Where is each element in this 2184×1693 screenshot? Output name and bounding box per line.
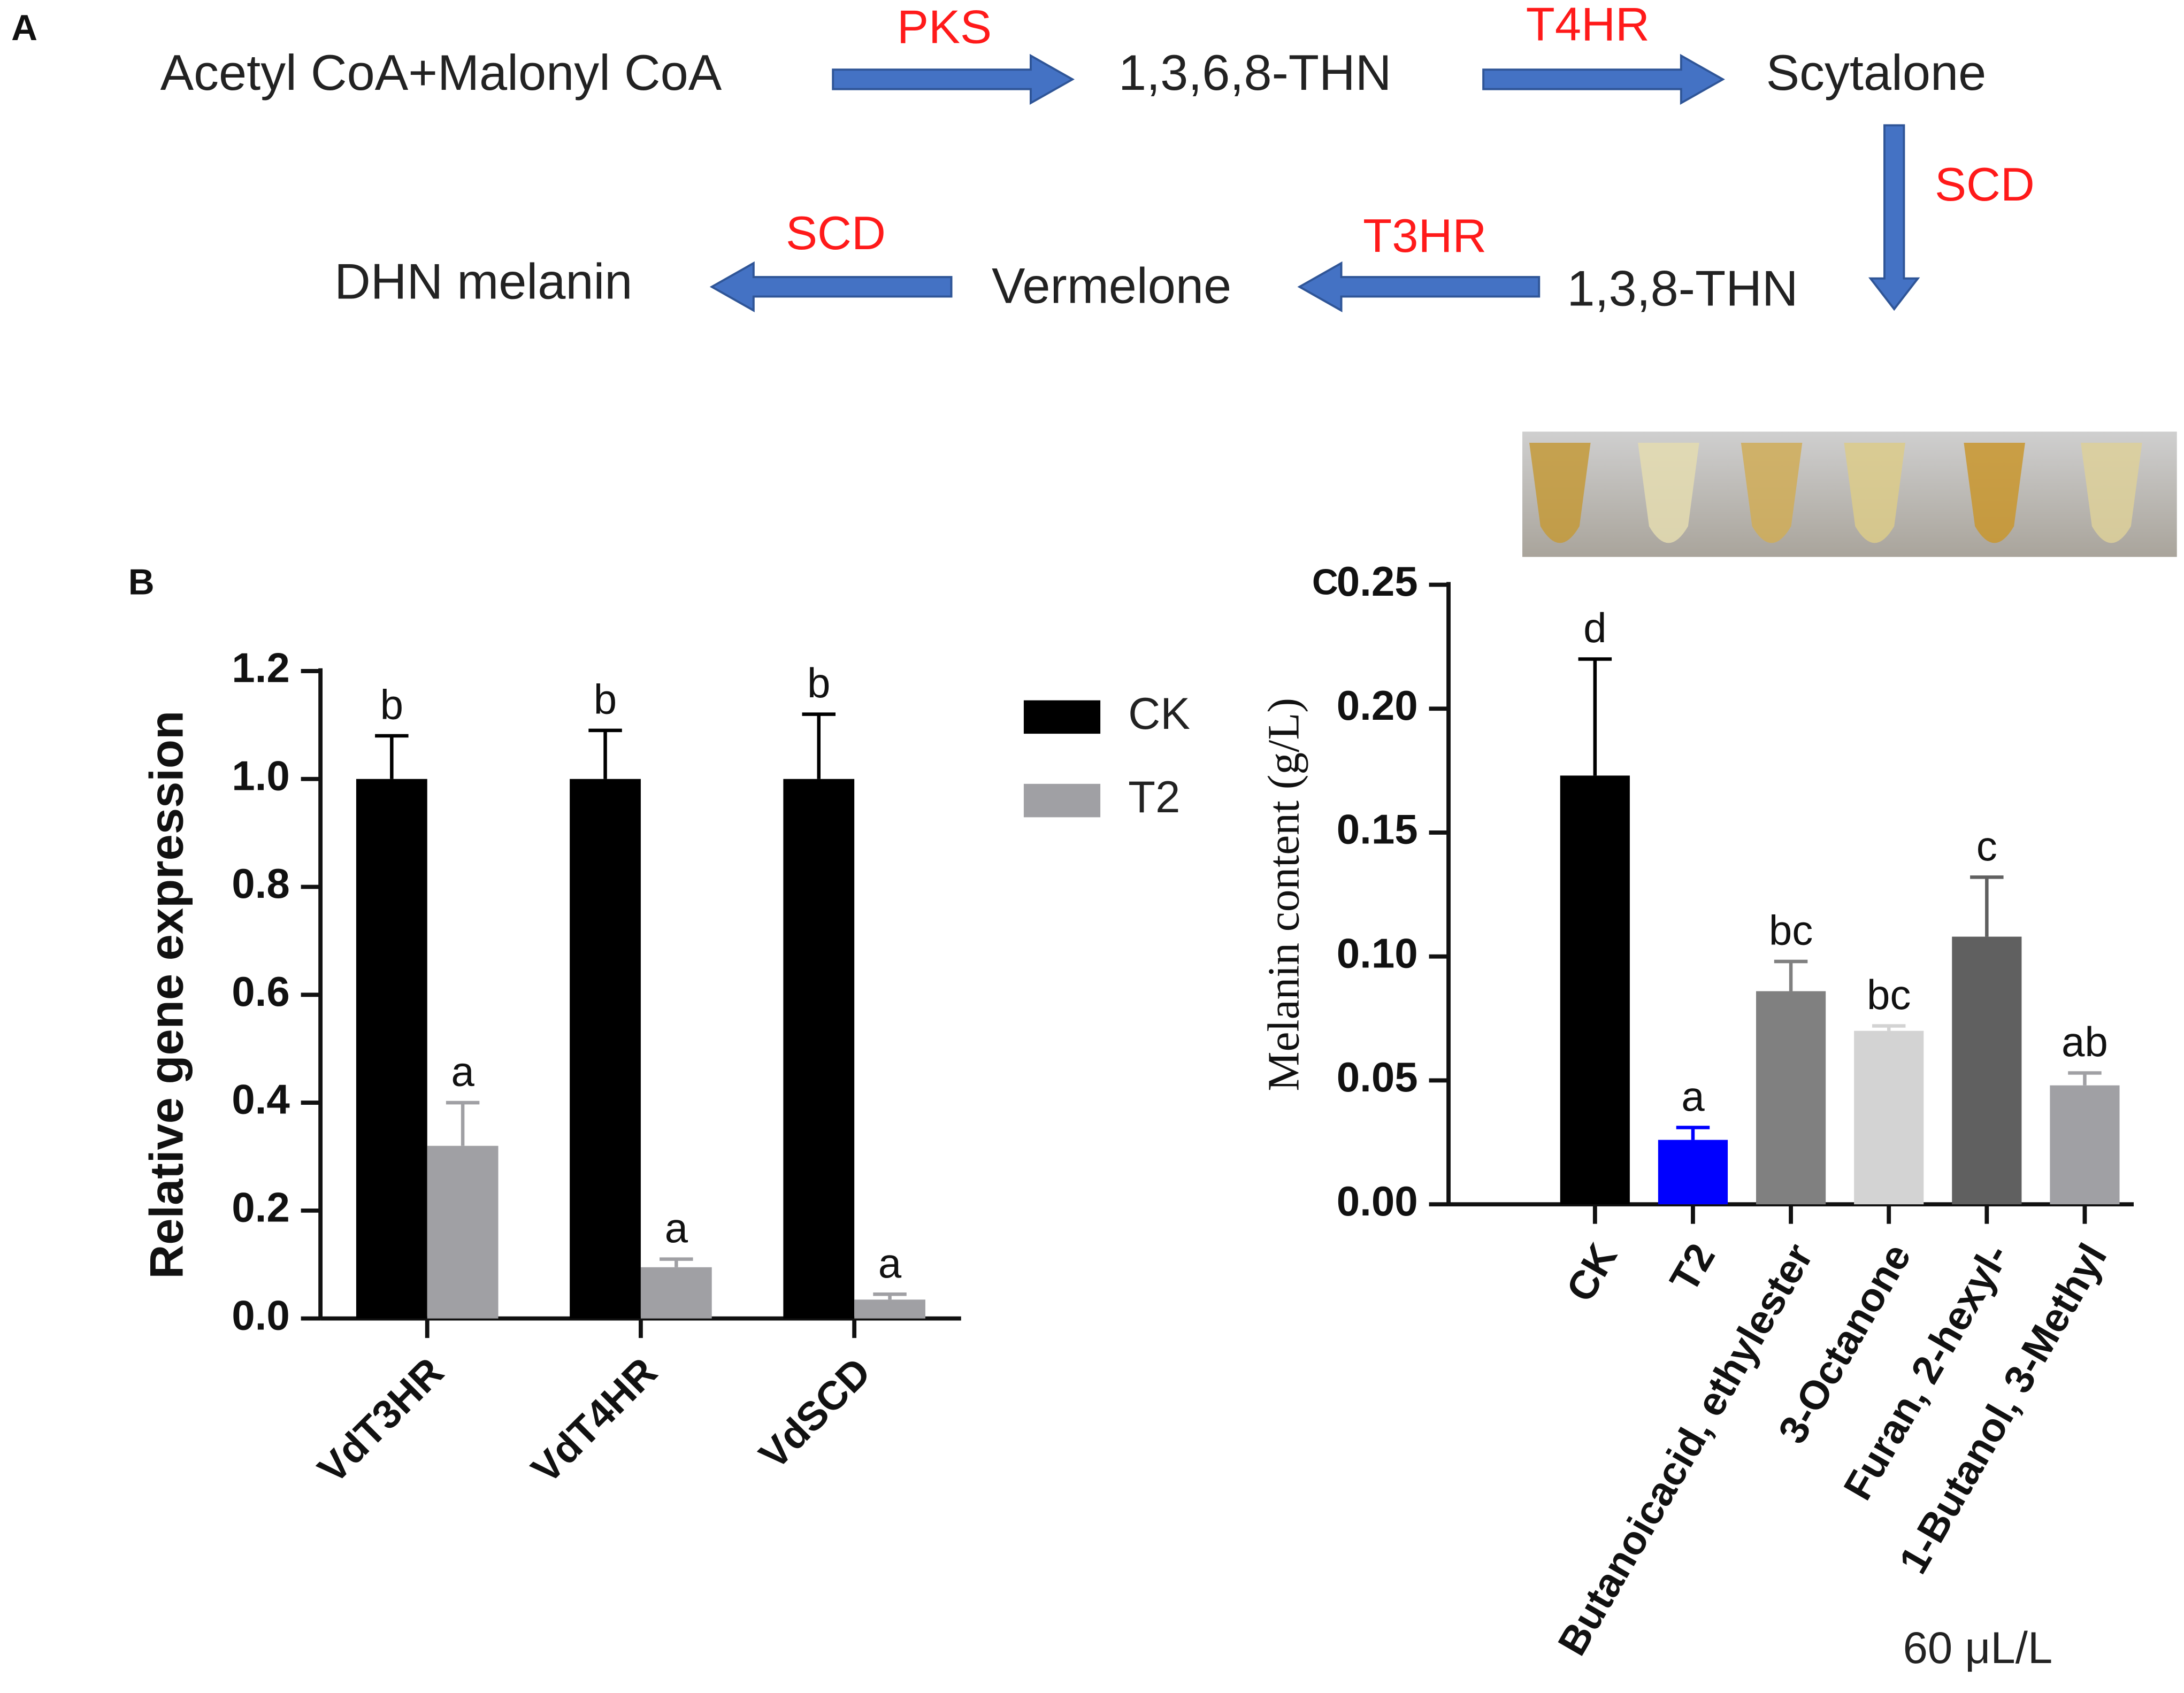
arrows — [709, 53, 1920, 312]
error-bar — [802, 712, 836, 779]
y-tick-label: 0.4 — [232, 1076, 290, 1123]
legend-label: CK — [1128, 689, 1190, 738]
significance-letter: bc — [1769, 907, 1813, 954]
significance-letter: b — [380, 681, 403, 728]
enzyme: SCD — [786, 206, 886, 259]
y-axis-label: Relative gene expression — [140, 711, 193, 1279]
y-tick-label: 0.00 — [1337, 1178, 1418, 1225]
y-tick-label: 0.10 — [1337, 929, 1418, 976]
y-tick-label: 0.25 — [1337, 558, 1418, 605]
y-tick-label: 0.15 — [1337, 806, 1418, 853]
bar — [783, 779, 855, 1319]
bar — [2050, 1085, 2120, 1205]
bar — [1560, 775, 1630, 1205]
bar — [1952, 936, 2022, 1205]
x-tick-label: T2 — [1661, 1236, 1723, 1299]
y-tick-label: 0.0 — [232, 1291, 290, 1338]
error-bar — [660, 1257, 693, 1267]
panel-label: A — [11, 8, 37, 48]
node: 1,3,6,8-THN — [1118, 44, 1391, 101]
y-tick-label: 0.2 — [232, 1183, 290, 1230]
tube-photo — [1522, 432, 2177, 557]
significance-letter: a — [665, 1204, 688, 1251]
x-tick-label: VdSCD — [750, 1349, 879, 1477]
significance-letter: d — [1583, 604, 1606, 651]
y-tick-label: 0.6 — [232, 968, 290, 1015]
bar — [1756, 991, 1826, 1205]
x-tick-label: CK — [1558, 1236, 1626, 1309]
error-bar — [588, 728, 622, 779]
significance-letter: b — [594, 675, 617, 722]
y-tick-label: 0.20 — [1337, 682, 1418, 729]
legend-swatch — [1023, 783, 1101, 818]
error-bar — [873, 1292, 907, 1300]
enzyme: SCD — [1935, 158, 2035, 211]
bar — [1658, 1140, 1728, 1205]
bar — [570, 779, 641, 1319]
significance-letter: bc — [1867, 971, 1911, 1018]
significance-letter: a — [451, 1048, 474, 1095]
note: 60 μL/L — [1903, 1623, 2053, 1673]
node: Acetyl CoA+Malonyl CoA — [160, 44, 722, 101]
error-bar — [2068, 1071, 2102, 1086]
bar — [356, 779, 427, 1319]
error-bar — [1872, 1024, 1906, 1031]
y-axis-label: Melanin content (g/L) — [1260, 698, 1309, 1091]
x-tick-label: VdT3HR — [309, 1349, 452, 1492]
legend-label: T2 — [1128, 772, 1180, 822]
y-tick-label: 0.05 — [1337, 1053, 1418, 1101]
error-bar — [446, 1101, 480, 1146]
significance-letter: a — [1681, 1073, 1705, 1120]
bar — [1854, 1030, 1924, 1205]
bar — [427, 1145, 499, 1319]
significance-letter: b — [807, 659, 830, 706]
significance-letter: ab — [2062, 1018, 2108, 1065]
y-tick-label: 1.0 — [232, 752, 290, 799]
significance-letter: a — [878, 1240, 902, 1287]
node: 1,3,8-THN — [1567, 260, 1798, 317]
error-bar — [1578, 657, 1612, 776]
node: Vermelone — [992, 257, 1231, 313]
bar — [854, 1299, 925, 1319]
node: Scytalone — [1766, 44, 1987, 101]
y-tick-label: 1.2 — [232, 644, 290, 691]
error-bar — [1676, 1126, 1710, 1140]
y-tick-label: 0.8 — [232, 860, 290, 907]
panel-label: B — [128, 562, 155, 602]
significance-letter: c — [1976, 822, 1997, 869]
node: DHN melanin — [334, 253, 632, 310]
enzyme: T3HR — [1363, 209, 1486, 262]
x-tick-label: VdT4HR — [523, 1349, 665, 1492]
enzyme: PKS — [897, 1, 992, 53]
error-bar — [1970, 875, 2004, 937]
panel-label: C — [1312, 562, 1338, 602]
error-bar — [375, 734, 409, 779]
enzyme: T4HR — [1526, 0, 1650, 50]
bar — [640, 1267, 712, 1319]
legend-swatch — [1023, 700, 1101, 734]
error-bar — [1774, 959, 1808, 991]
